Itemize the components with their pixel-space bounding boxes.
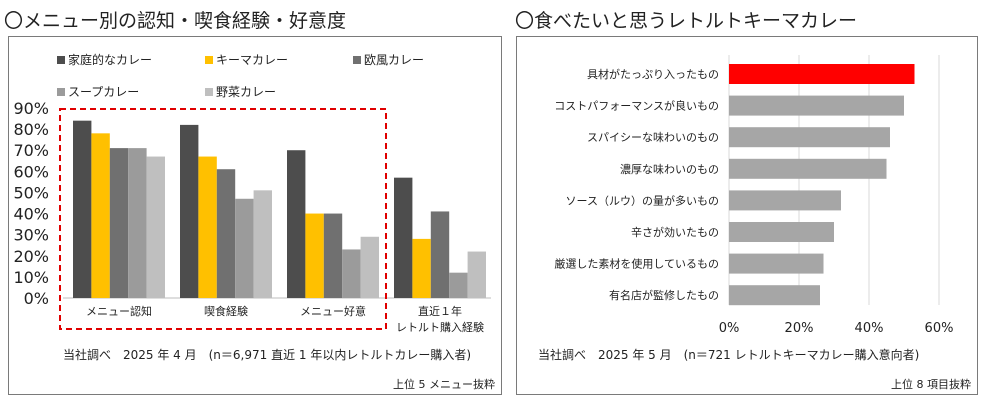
legend-label: 欧風カレー [364,53,425,67]
left-bar-chart: 0% 10% 20% 30% 40% 50% 60% 70% 80% 90% メニュー認知 喫食経験 メ… [13,99,491,334]
legend-item: 欧風カレー [353,51,424,68]
y-tick-label: スパイシーな味わいのもの [587,131,719,144]
right-bar-chart: 0% 20% 40% 60% 具材がたっぷり入ったものコストパフォーマンスが良いものスパ… [554,55,954,336]
legend-item: 家庭的なカレー [57,51,152,68]
bar [198,156,217,298]
bar [729,158,887,179]
left-chart-title: 〇メニュー別の認知・喫食経験・好意度 [4,10,347,32]
bar [73,120,92,299]
bar [305,213,324,298]
bar [394,177,413,298]
legend-item: 野菜カレー [205,83,276,100]
bar [360,236,379,298]
legend-swatch [205,55,213,64]
right-chart-title: 〇食べたいと思うレトルトキーマカレー [515,10,858,32]
legend-label: 野菜カレー [216,85,277,99]
x-tick-label: 喫食経験 [204,304,248,318]
y-tick-label: 辛さが効いたもの [631,225,719,239]
legend-label: 家庭的なカレー [68,53,153,67]
x-tick-label: 40% [855,321,884,336]
bar [287,150,306,298]
bar [729,190,841,211]
bar [449,272,468,298]
right-survey-note: 当社調べ 2025 年 5 月 (n＝721 レトルトキーマカレー購入意向者) [538,348,920,362]
y-tick-label: ソース（ルウ）の量が多いもの [566,193,719,207]
right-chart-panel: 0% 20% 40% 60% 具材がたっぷり入ったものコストパフォーマンスが良いものスパ… [516,36,978,395]
bar [729,285,820,306]
bar [180,124,199,298]
y-tick-label: コストパフォーマンスが良いもの [554,99,719,113]
bar [412,238,431,298]
bar [467,251,486,298]
x-tick-label: 0% [719,321,740,336]
x-tick-label: 直近１年 [418,304,462,318]
bar [235,198,254,298]
y-tick-label: 10% [13,268,49,287]
legend-swatch [57,87,65,96]
bar [253,190,272,298]
legend-item: キーマカレー [205,51,288,68]
bar [342,249,361,298]
y-tick-label: 30% [13,226,49,245]
bar [729,95,904,116]
legend-label: キーマカレー [216,53,289,67]
legend-swatch [353,55,361,64]
y-tick-label: 20% [13,247,49,266]
y-tick-label: 濃厚な味わいのもの [620,162,719,176]
bar [109,148,129,298]
left-chart-panel: 家庭的なカレー キーマカレー 欧風カレースープカレー 野菜カレー 0% 10% 20% 30… [8,36,502,395]
bar [729,127,890,148]
x-tick-label: メニュー好意 [300,304,366,318]
bar [729,64,915,84]
y-tick-label: 40% [13,205,49,224]
y-tick-label: 厳選した素材を使用しているもの [554,257,719,271]
y-tick-label: 90% [13,99,49,118]
y-tick-label: 0% [24,289,49,308]
bar [729,253,824,274]
y-tick-label: 具材がたっぷり入ったもの [587,67,719,81]
legend-swatch [205,87,213,96]
y-tick-label: 80% [13,120,49,139]
legend-swatch [57,55,65,64]
left-survey-note: 当社調べ 2025 年 4 月 (n＝6,971 直近 1 年以内レトルトカレー… [63,348,472,362]
bar [430,211,450,298]
y-tick-label: 50% [13,183,49,202]
x-tick-label: 20% [785,321,814,336]
legend-label: スープカレー [68,85,140,99]
y-tick-label: 60% [13,162,49,181]
left-footer-note: 上位 5 メニュー抜粋 [393,378,495,391]
right-footer-note: 上位 8 項目抜粋 [891,378,971,391]
bar [323,213,343,298]
bar [91,133,110,298]
bar [128,148,147,298]
bar [729,222,834,242]
x-tick-label: レトルト購入経験 [396,320,484,334]
bar [146,156,165,298]
x-tick-label: 60% [925,321,954,336]
y-tick-label: 有名店が監修したもの [609,288,719,302]
y-tick-label: 70% [13,141,49,160]
legend-item: スープカレー [57,83,139,100]
highlight-box [59,108,387,330]
x-tick-label: メニュー認知 [86,304,152,318]
bar [216,169,236,298]
